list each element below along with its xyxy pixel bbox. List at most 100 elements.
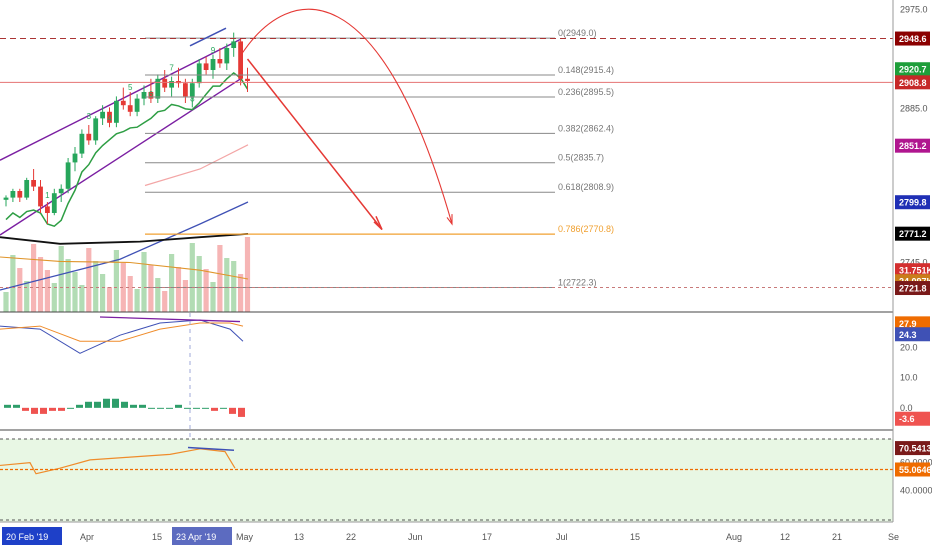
volume-bar — [244, 237, 251, 312]
time-highlight[interactable] — [2, 527, 62, 545]
volume-bar — [120, 263, 126, 312]
candle[interactable] — [3, 197, 9, 200]
wave-count-label: 8 — [190, 94, 195, 103]
candle[interactable] — [51, 193, 57, 213]
candle[interactable] — [65, 162, 71, 189]
candle[interactable] — [31, 180, 36, 187]
rsi-badge-text: 70.5413 — [899, 444, 932, 454]
candle[interactable] — [189, 83, 195, 97]
volume-bar — [65, 259, 71, 312]
candle[interactable] — [162, 78, 168, 88]
rsi-badge[interactable] — [895, 462, 930, 477]
blue-moving-average — [0, 201, 249, 291]
candle[interactable] — [155, 78, 161, 99]
candle[interactable] — [196, 63, 202, 84]
rsi-band — [0, 439, 893, 522]
candle[interactable] — [148, 92, 154, 99]
histogram-bar — [112, 398, 119, 408]
projection-arrow[interactable] — [246, 58, 383, 230]
volume-bar — [196, 256, 202, 312]
time-axis[interactable]: 20 Feb '19 Apr 15 23 Apr '19 May 13 22 Jun 17 Jul… — [2, 527, 899, 545]
oscillator-badge[interactable] — [895, 411, 930, 426]
price-badge[interactable] — [895, 62, 930, 77]
oscillator-badge-text: 24.3 — [899, 330, 917, 340]
price-badge[interactable] — [895, 138, 930, 153]
oscillator-signal-line — [0, 319, 244, 354]
candle[interactable] — [141, 92, 147, 99]
candle[interactable] — [114, 100, 119, 123]
price-badge[interactable] — [895, 195, 930, 210]
candle[interactable] — [224, 48, 230, 64]
candle[interactable] — [134, 98, 140, 112]
candle[interactable] — [210, 59, 216, 70]
candle[interactable] — [17, 191, 23, 198]
candle[interactable] — [72, 153, 78, 163]
candle[interactable] — [58, 188, 64, 194]
green-moving-average — [5, 71, 249, 228]
histogram-bar — [4, 404, 11, 408]
volume-bar — [231, 261, 237, 312]
volume-bar — [93, 261, 99, 312]
volume-bar — [127, 276, 133, 312]
candle[interactable] — [245, 78, 250, 81]
price-badge[interactable] — [895, 226, 930, 241]
price-badge-text: 31.751K — [899, 266, 932, 276]
candle[interactable] — [120, 100, 126, 106]
pink-moving-average — [144, 144, 249, 187]
time-label: 21 — [832, 532, 842, 542]
candle[interactable] — [93, 118, 99, 141]
oscillator-badge[interactable] — [895, 327, 930, 342]
candle[interactable] — [45, 206, 50, 213]
candle[interactable] — [238, 41, 243, 79]
candle[interactable] — [86, 133, 92, 141]
candle[interactable] — [100, 111, 105, 119]
oscillator-pane[interactable] — [0, 316, 245, 417]
candle[interactable] — [107, 111, 112, 123]
wave-count-label: 1 — [45, 191, 50, 200]
rsi-divergence-arrow[interactable] — [187, 446, 235, 451]
oscillator-badge[interactable] — [895, 316, 930, 331]
candle[interactable] — [231, 41, 237, 48]
volume-bar — [238, 274, 244, 312]
time-label: 17 — [482, 532, 492, 542]
histogram-bar — [148, 407, 155, 409]
candle[interactable] — [183, 83, 188, 97]
wedge-upper-line[interactable] — [0, 38, 241, 161]
candle[interactable] — [10, 191, 16, 198]
candle[interactable] — [79, 133, 85, 154]
candle[interactable] — [217, 59, 223, 64]
time-highlight[interactable] — [172, 527, 232, 545]
candle[interactable] — [169, 81, 174, 88]
rsi-pane[interactable] — [0, 438, 893, 522]
projection-arc[interactable] — [241, 8, 453, 225]
candle[interactable] — [203, 63, 209, 70]
candle[interactable] — [127, 105, 133, 112]
histogram-bar — [67, 407, 74, 409]
divergence-arrow[interactable] — [189, 27, 227, 47]
price-badge[interactable] — [895, 75, 930, 90]
volume-bar — [100, 274, 106, 312]
price-badge[interactable] — [895, 31, 930, 46]
fib-level-label: 0.148(2915.4) — [558, 65, 614, 75]
price-badge[interactable] — [895, 263, 930, 278]
price-badge[interactable] — [895, 281, 930, 296]
volume-bar — [72, 272, 78, 312]
candle[interactable] — [24, 180, 30, 198]
wave-count-label: 9 — [211, 46, 216, 55]
histogram-bar — [184, 407, 191, 409]
time-label: 13 — [294, 532, 304, 542]
oscillator-badge-text: -3.6 — [899, 414, 915, 424]
price-tick-label: 2745.0 — [900, 258, 928, 268]
rsi-badge[interactable] — [895, 441, 930, 456]
volume-bar — [37, 257, 44, 312]
histogram-bar — [157, 407, 164, 409]
oscillator-divergence-line[interactable] — [99, 316, 241, 323]
time-label: 15 — [152, 532, 162, 542]
histogram-bar — [103, 398, 110, 408]
histogram-bar — [76, 404, 83, 408]
wave-count-label: 5 — [128, 83, 133, 92]
price-pane[interactable]: 0 1 2 3 4 5 6 7 8 9 0(2949.0) 0.148(2915.4) 0.236(28… — [0, 8, 893, 312]
price-axis[interactable]: 2975.0 2885.0 2745.0 2948.6 2920.7 2908.8 2851… — [895, 5, 932, 496]
candle[interactable] — [38, 186, 43, 207]
